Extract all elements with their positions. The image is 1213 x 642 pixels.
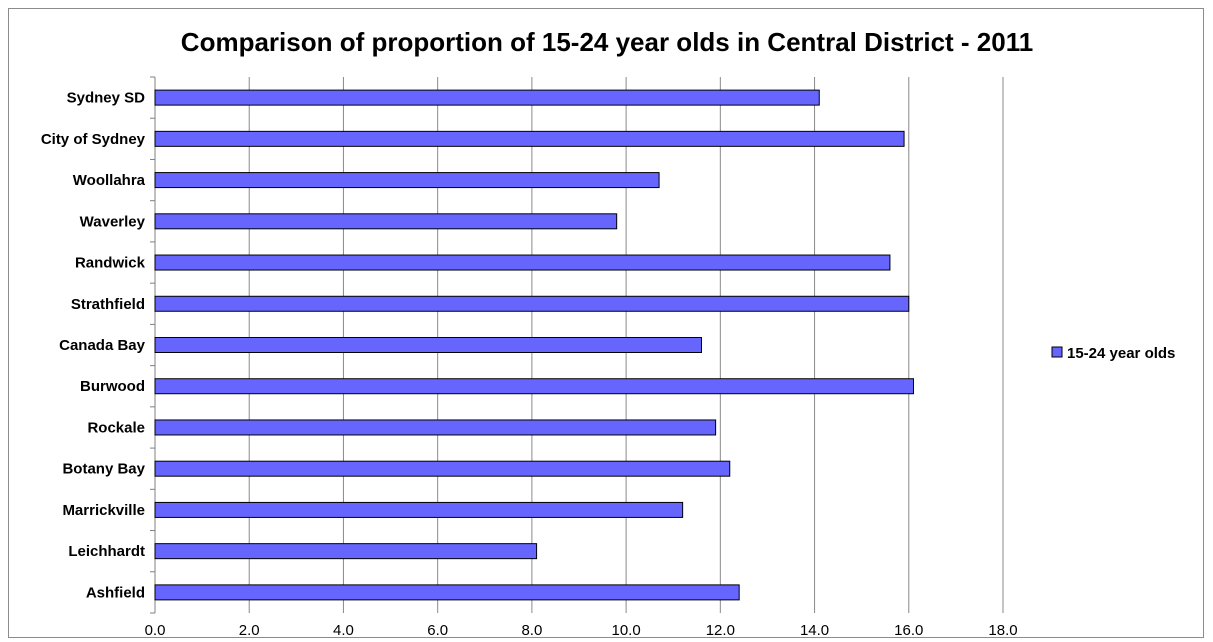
bar-waverley [154, 213, 618, 230]
bar-rockale [154, 419, 717, 436]
x-tick-label: 10.0 [612, 622, 641, 639]
category-label: City of Sydney [41, 131, 146, 148]
x-tick-label: 12.0 [706, 622, 735, 639]
category-label: Waverley [80, 213, 146, 230]
bar-randwick [154, 254, 891, 271]
x-tick-label: 8.0 [521, 622, 542, 639]
category-label: Sydney SD [67, 90, 146, 107]
category-label: Ashfield [86, 584, 145, 601]
x-tick-label: 14.0 [800, 622, 829, 639]
category-label: Woollahra [73, 172, 146, 189]
category-label: Marrickville [62, 502, 145, 519]
category-label: Randwick [75, 255, 146, 272]
legend: 15-24 year olds [1051, 345, 1175, 362]
bar-botany-bay [154, 460, 731, 477]
x-tick-label: 2.0 [239, 622, 260, 639]
x-tick-label: 18.0 [988, 622, 1017, 639]
bar-burwood [154, 378, 914, 395]
x-tick-label: 16.0 [894, 622, 923, 639]
category-label: Botany Bay [62, 461, 145, 478]
bar-woollahra [154, 172, 660, 189]
category-label: Rockale [87, 419, 145, 436]
bar-city-of-sydney [154, 130, 905, 147]
category-label: Strathfield [71, 296, 145, 313]
x-tick-label: 4.0 [333, 622, 354, 639]
category-label: Leichhardt [68, 543, 145, 560]
x-tick-label: 6.0 [427, 622, 448, 639]
bar-strathfield [154, 295, 910, 312]
x-tick-label: 0.0 [145, 622, 166, 639]
category-label: Canada Bay [59, 337, 146, 354]
legend-label: 15-24 year olds [1067, 345, 1175, 362]
category-label: Burwood [80, 378, 145, 395]
bar-canada-bay [154, 337, 702, 353]
chart-frame: Comparison of proportion of 15-24 year o… [8, 8, 1204, 639]
chart-canvas: Comparison of proportion of 15-24 year o… [41, 27, 1176, 639]
bar-sydney-sd [154, 89, 820, 106]
chart-title: Comparison of proportion of 15-24 year o… [181, 27, 1033, 57]
category-labels: Sydney SD City of Sydney Woollahra Waverley… [41, 90, 146, 602]
bar-marrickville [154, 501, 684, 518]
bars [154, 89, 914, 601]
x-tick-labels: 0.0 2.0 4.0 6.0 8.0 10.0 12.0 14.0 16.0 18.0 [145, 622, 1018, 639]
bar-leichhardt [154, 543, 538, 560]
bar-ashfield [154, 584, 740, 601]
legend-swatch [1051, 346, 1063, 358]
